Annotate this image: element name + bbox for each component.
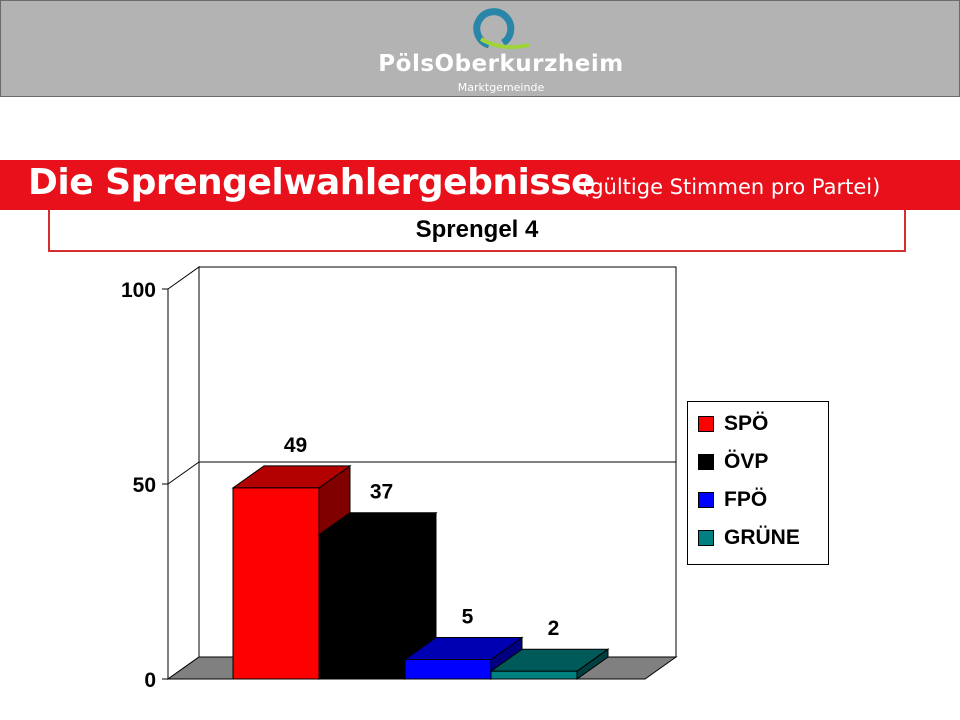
logo-subtitle: Marktgemeinde: [457, 81, 545, 94]
legend-swatch: [698, 454, 714, 470]
chart-subtitle-box: Sprengel 4: [48, 210, 906, 252]
bar-ÖVP: [318, 534, 406, 680]
data-label-ÖVP: 37: [370, 481, 393, 504]
bar-GRÜNE: [490, 670, 578, 680]
y-tick-label: 100: [121, 279, 156, 302]
legend-swatch: [698, 492, 714, 508]
logo-name: PölsOberkurzheim: [378, 51, 624, 77]
page-title-note: (gültige Stimmen pro Partei): [582, 175, 881, 199]
municipality-logo: PölsOberkurzheim Marktgemeinde: [371, 7, 631, 95]
legend-label: ÖVP: [724, 450, 769, 473]
data-label-FPÖ: 5: [462, 606, 474, 629]
y-tick-label: 0: [144, 669, 156, 692]
logo-mark-icon: [473, 8, 530, 49]
page-title: Die Sprengelwahlergebnisse: [28, 162, 596, 203]
header-banner: PölsOberkurzheim Marktgemeinde: [0, 0, 960, 97]
legend-label: GRÜNE: [724, 526, 800, 549]
title-bar: Die Sprengelwahlergebnisse (gültige Stim…: [0, 160, 960, 210]
data-label-GRÜNE: 2: [548, 617, 560, 640]
data-label-SPÖ: 49: [284, 434, 307, 457]
legend-label: SPÖ: [724, 412, 769, 435]
legend-swatch: [698, 530, 714, 546]
y-tick-label: 50: [133, 474, 156, 497]
chart-subtitle: Sprengel 4: [415, 216, 539, 243]
legend-swatch: [698, 416, 714, 432]
gridline-side: [167, 461, 200, 485]
chart-legend: SPÖ ÖVP FPÖ GRÜNE: [687, 401, 829, 565]
legend-label: FPÖ: [724, 488, 768, 511]
bar-SPÖ: [232, 487, 320, 680]
bar-FPÖ: [404, 659, 492, 680]
